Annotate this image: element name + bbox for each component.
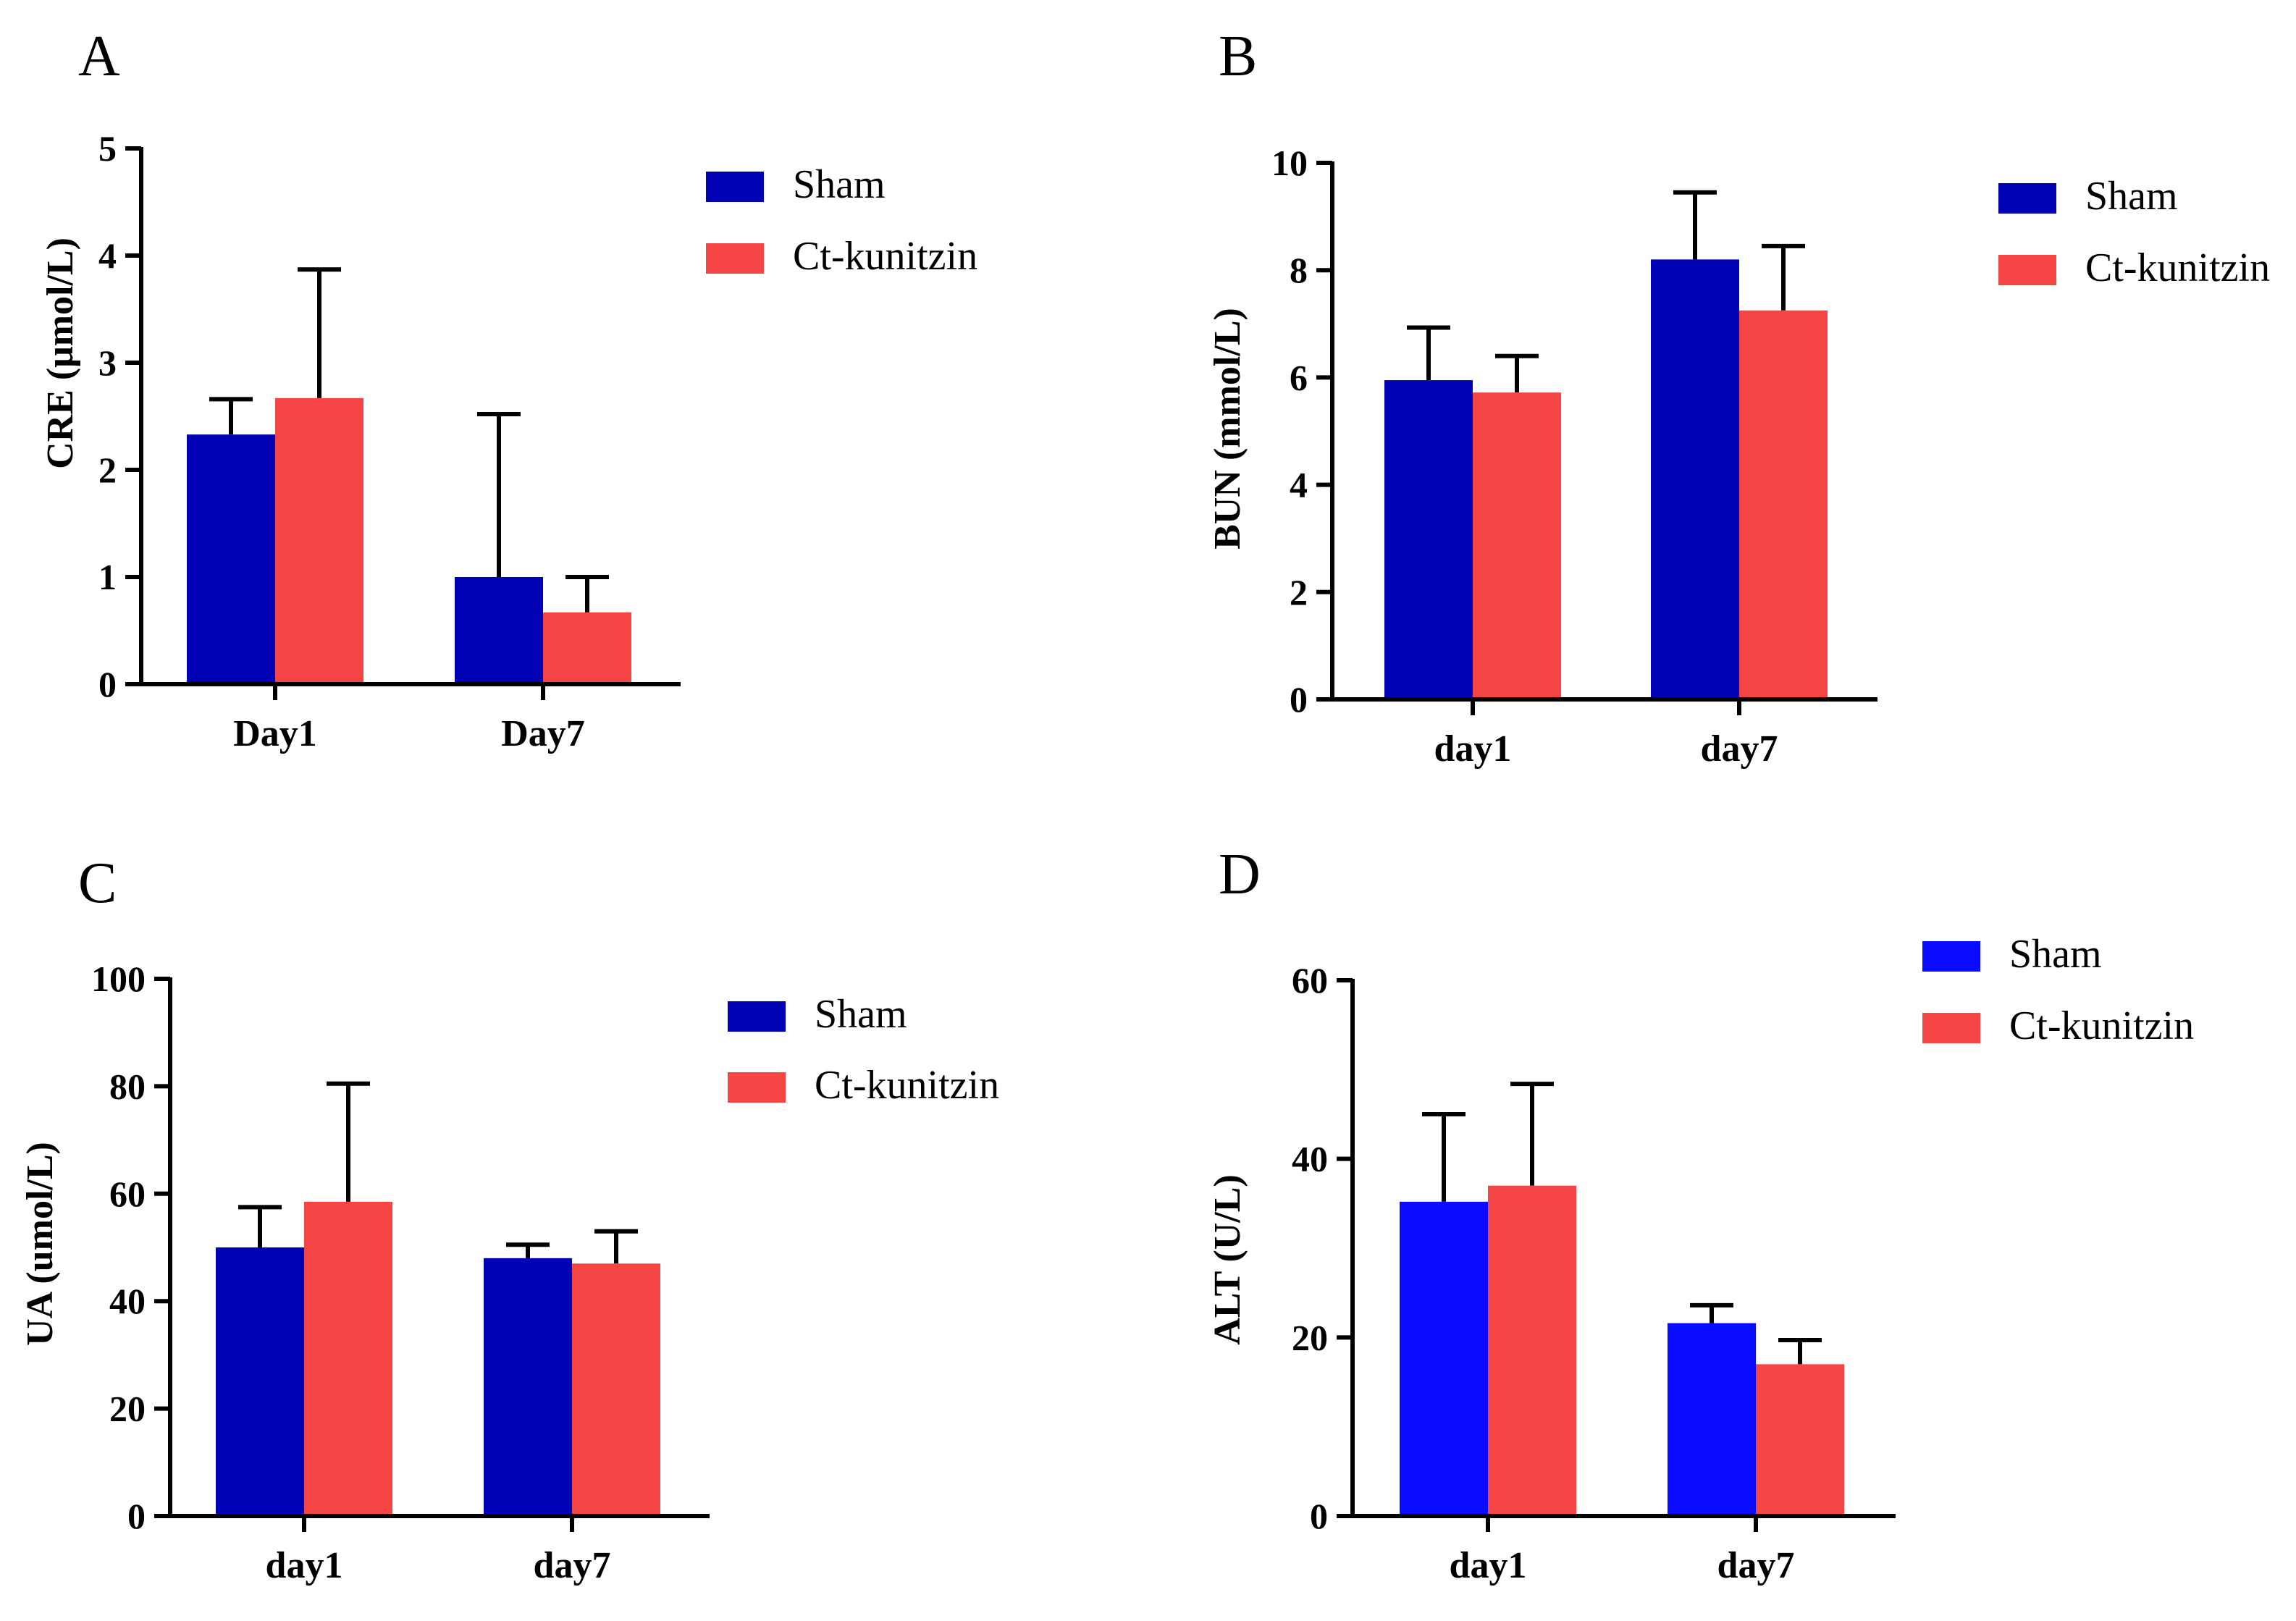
- bar-sham-day7: [455, 577, 543, 684]
- legend-swatch-sham: [1998, 183, 2056, 214]
- bar-ct-kunitzin-day7: [543, 612, 631, 684]
- x-tick-label-day1: Day1: [233, 713, 317, 754]
- legend-a: Sham Ct-kunitzin: [706, 162, 977, 279]
- legend-swatch-sham: [706, 172, 764, 202]
- y-axis-title-b: BUN (mmol/L): [1207, 308, 1248, 550]
- legend-c: Sham Ct-kunitzin: [728, 992, 999, 1108]
- y-tick-label-40: 40: [109, 1281, 146, 1321]
- legend-label-sham: Sham: [793, 162, 886, 207]
- plot-area-a: 0 1 2 3 4 5 Day1 Day7: [98, 128, 681, 754]
- panel-letter-c: C: [78, 851, 117, 915]
- y-tick-label-20: 20: [1292, 1317, 1328, 1357]
- x-tick-label-day1: day1: [266, 1545, 343, 1586]
- x-tick-label-day7: Day7: [501, 713, 585, 754]
- plot-area-b: 0 2 4 6 8 10 day1 day7: [1271, 143, 1877, 770]
- y-axis-title-a: CRE (μmol/L): [40, 237, 81, 469]
- y-axis-title-c: UA (umol/L): [20, 1142, 61, 1346]
- y-tick-label-40: 40: [1292, 1139, 1328, 1179]
- legend-label-sham: Sham: [2085, 174, 2178, 219]
- bar-ct-kunitzin-day1: [1473, 392, 1561, 699]
- y-tick-label-0: 0: [127, 1496, 146, 1536]
- panel-letter-a: A: [78, 25, 120, 88]
- y-tick-label-0: 0: [98, 664, 117, 704]
- plot-area-c: 0 20 40 60 80 100 day1 day7: [91, 959, 710, 1586]
- bar-ct-kunitzin-day7: [1739, 310, 1828, 699]
- x-tick-label-day1: day1: [1434, 728, 1512, 770]
- y-tick-label-0: 0: [1290, 679, 1308, 720]
- panel-a: A CRE (μmol/L) 0 1 2 3 4 5 Day1 Day7 Sham Ct-ku…: [40, 25, 977, 754]
- legend-swatch-sham: [728, 1001, 786, 1032]
- y-tick-label-1: 1: [98, 557, 117, 597]
- y-tick-label-6: 6: [1290, 357, 1308, 397]
- y-tick-label-80: 80: [109, 1066, 146, 1106]
- bar-sham-day1: [1384, 380, 1473, 699]
- panel-letter-d: D: [1219, 843, 1261, 906]
- panel-b: B BUN (mmol/L) 0 2 4 6 8 10 day1 day7 Sham Ct-k…: [1207, 25, 2270, 770]
- x-tick-label-day7: day7: [1701, 728, 1778, 770]
- y-tick-label-3: 3: [98, 342, 117, 383]
- panel-letter-b: B: [1219, 25, 1257, 88]
- legend-d: Sham Ct-kunitzin: [1922, 932, 2194, 1048]
- legend-swatch-ct-kunitzin: [706, 243, 764, 274]
- panel-d: D ALT (U/L) 0 20 40 60 day1 day7 Sham Ct-kuni…: [1207, 843, 2194, 1586]
- legend-label-ct-kunitzin: Ct-kunitzin: [815, 1063, 999, 1108]
- y-tick-label-2: 2: [1290, 572, 1308, 612]
- y-tick-label-20: 20: [109, 1389, 146, 1429]
- y-tick-label-100: 100: [91, 959, 146, 999]
- bar-sham-day1: [187, 434, 275, 684]
- bar-sham-day1: [1400, 1201, 1488, 1516]
- bar-sham-day7: [484, 1258, 572, 1516]
- y-tick-label-0: 0: [1310, 1496, 1328, 1536]
- bar-ct-kunitzin-day7: [572, 1263, 660, 1516]
- panel-c: C UA (umol/L) 0 20 40 60 80 100 day1 day7 Sham …: [20, 851, 999, 1586]
- legend-label-ct-kunitzin: Ct-kunitzin: [2085, 245, 2270, 290]
- x-tick-label-day7: day7: [534, 1545, 611, 1586]
- plot-area-d: 0 20 40 60 day1 day7: [1292, 960, 1896, 1586]
- bar-sham-day7: [1668, 1323, 1756, 1516]
- y-tick-label-2: 2: [98, 450, 117, 490]
- bar-ct-kunitzin-day1: [1488, 1185, 1576, 1516]
- bar-ct-kunitzin-day1: [304, 1201, 392, 1516]
- legend-swatch-ct-kunitzin: [728, 1072, 786, 1103]
- legend-swatch-sham: [1922, 941, 1980, 972]
- y-tick-label-4: 4: [98, 235, 117, 276]
- legend-label-ct-kunitzin: Ct-kunitzin: [2009, 1003, 2194, 1048]
- legend-swatch-ct-kunitzin: [1998, 255, 2056, 285]
- bar-sham-day1: [216, 1247, 304, 1516]
- y-tick-label-5: 5: [98, 128, 117, 169]
- bar-sham-day7: [1651, 259, 1739, 699]
- y-tick-label-10: 10: [1271, 143, 1308, 183]
- y-tick-label-60: 60: [109, 1174, 146, 1214]
- bar-ct-kunitzin-day7: [1756, 1364, 1844, 1516]
- y-tick-label-8: 8: [1290, 250, 1308, 290]
- bar-ct-kunitzin-day1: [275, 397, 363, 684]
- y-tick-label-4: 4: [1290, 465, 1308, 505]
- y-axis-title-d: ALT (U/L): [1207, 1174, 1248, 1345]
- legend-label-sham: Sham: [2009, 932, 2102, 977]
- y-tick-label-60: 60: [1292, 960, 1328, 1001]
- x-tick-label-day1: day1: [1450, 1545, 1527, 1586]
- legend-label-ct-kunitzin: Ct-kunitzin: [793, 234, 977, 279]
- legend-swatch-ct-kunitzin: [1922, 1013, 1980, 1043]
- legend-label-sham: Sham: [815, 992, 907, 1037]
- x-tick-label-day7: day7: [1717, 1545, 1795, 1586]
- legend-b: Sham Ct-kunitzin: [1998, 174, 2270, 290]
